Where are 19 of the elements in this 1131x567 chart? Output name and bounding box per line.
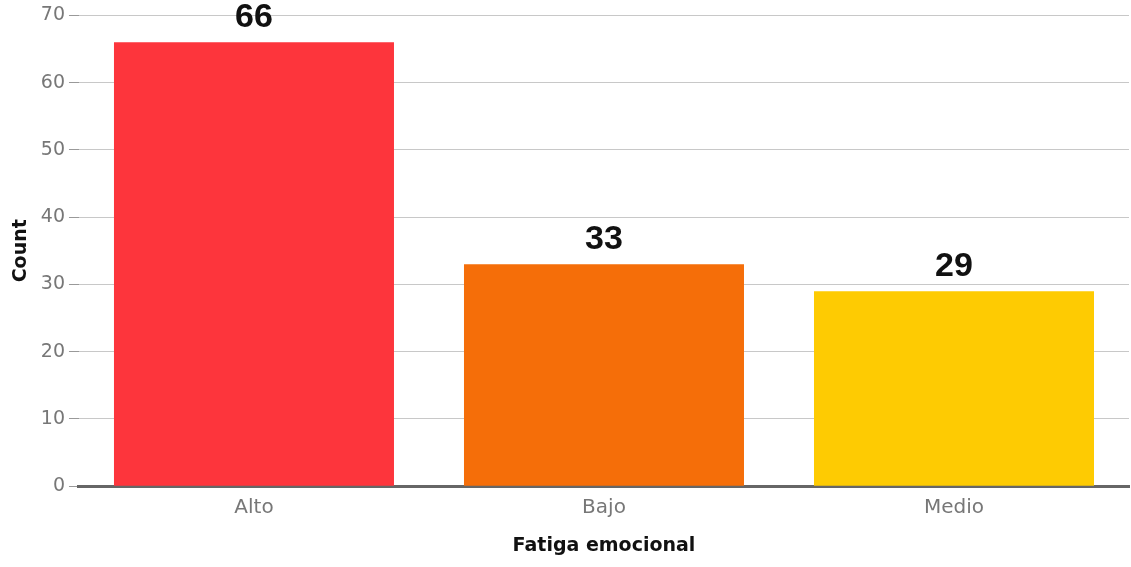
y-tick-label: 0 bbox=[52, 473, 65, 496]
x-tick-label: Alto bbox=[234, 494, 274, 519]
y-tick-label: 10 bbox=[40, 405, 65, 428]
bar bbox=[113, 42, 394, 486]
y-tick-label: 70 bbox=[40, 2, 65, 25]
y-tick-label: 60 bbox=[40, 69, 65, 92]
x-axis-title: Fatiga emocional bbox=[512, 532, 696, 555]
y-tick-label: 50 bbox=[40, 136, 65, 159]
bar bbox=[463, 264, 744, 486]
data-label: 66 bbox=[235, 0, 273, 34]
y-tick-label: 30 bbox=[40, 271, 65, 294]
x-tick-label: Bajo bbox=[582, 494, 626, 519]
bar bbox=[813, 291, 1094, 486]
y-tick-label: 20 bbox=[40, 338, 65, 361]
y-tick-label: 40 bbox=[40, 204, 65, 227]
y-axis-title: Count bbox=[8, 219, 31, 283]
x-tick-label: Medio bbox=[923, 494, 985, 519]
data-label: 29 bbox=[935, 244, 973, 283]
data-label: 33 bbox=[585, 217, 623, 256]
